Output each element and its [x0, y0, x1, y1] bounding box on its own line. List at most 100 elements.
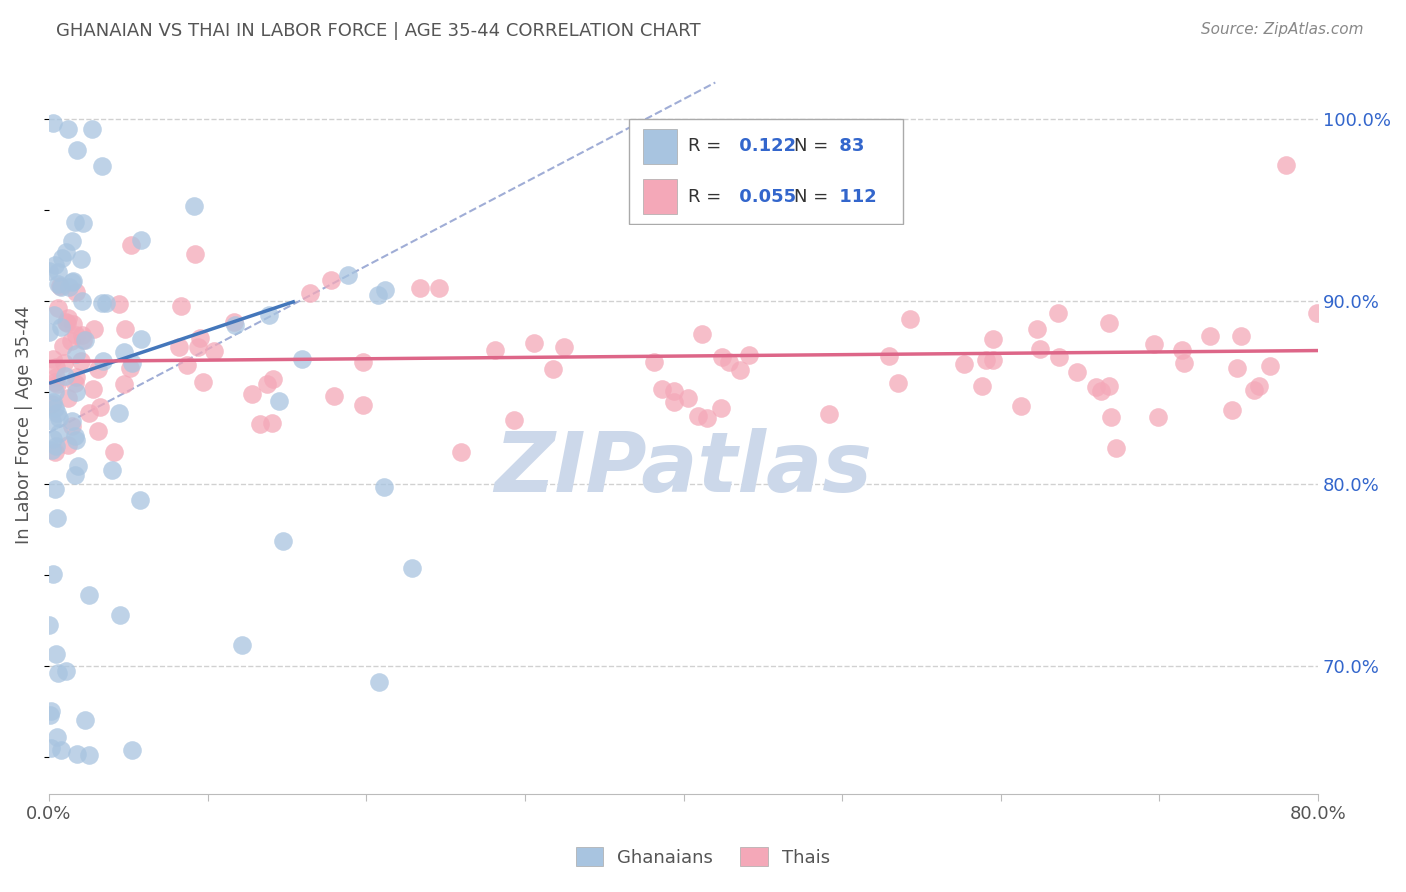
Point [41, 704, 63, 718]
Point [176, 358, 198, 372]
Point [450, 444, 472, 458]
Point [129, 233, 152, 247]
Point [373, 480, 395, 494]
Point [66, 143, 89, 157]
Point [53, 356, 76, 370]
Point [367, 675, 389, 690]
Point [39, 740, 62, 755]
Point [65, 385, 87, 400]
Point [79, 588, 101, 602]
Point [817, 407, 839, 421]
Point [49, 319, 72, 334]
Point [1098, 316, 1121, 330]
Point [1143, 337, 1166, 351]
Point [48, 426, 70, 441]
Point [52, 339, 75, 353]
Point [121, 743, 143, 757]
Point [1173, 356, 1195, 370]
Point [56, 438, 79, 452]
Point [51, 252, 73, 266]
Point [108, 406, 131, 420]
Point [42, 352, 65, 367]
Point [112, 377, 135, 392]
Point [103, 445, 125, 459]
Point [502, 413, 524, 427]
Point [48, 665, 70, 680]
Point [662, 395, 685, 409]
Point [877, 350, 900, 364]
Point [1220, 402, 1243, 417]
Point [170, 299, 193, 313]
Point [664, 384, 686, 399]
Point [112, 344, 135, 359]
Point [77, 407, 100, 421]
Point [1199, 329, 1222, 343]
Point [222, 315, 245, 329]
Point [55, 665, 77, 679]
Point [1146, 410, 1168, 425]
Point [45, 648, 67, 662]
Point [898, 312, 921, 326]
Point [1010, 399, 1032, 413]
Point [46, 406, 69, 420]
Point [79, 747, 101, 762]
Point [87, 361, 110, 376]
Point [49, 743, 72, 757]
Point [58, 280, 80, 294]
Point [56, 121, 79, 136]
Text: Source: ZipAtlas.com: Source: ZipAtlas.com [1201, 22, 1364, 37]
Point [676, 391, 699, 405]
Point [101, 463, 124, 477]
Point [42, 116, 65, 130]
Point [974, 353, 997, 368]
Point [65, 429, 87, 443]
Point [44, 401, 66, 415]
Point [1047, 306, 1070, 320]
Point [686, 409, 709, 424]
Point [80, 121, 103, 136]
Point [65, 369, 87, 384]
Point [41, 442, 63, 457]
Text: GHANAIAN VS THAI IN LABOR FORCE | AGE 35-44 CORRELATION CHART: GHANAIAN VS THAI IN LABOR FORCE | AGE 35… [56, 22, 700, 40]
Point [1275, 157, 1298, 171]
Point [38, 325, 60, 339]
Point [981, 332, 1004, 346]
Point [66, 458, 89, 473]
Point [46, 277, 69, 292]
Point [55, 244, 77, 259]
Point [183, 247, 205, 261]
Point [553, 340, 575, 354]
Point [970, 379, 993, 393]
Point [1229, 328, 1251, 343]
Point [72, 216, 94, 230]
Point [352, 398, 374, 412]
Point [323, 389, 346, 403]
Point [46, 511, 69, 525]
Point [319, 273, 342, 287]
Point [60, 276, 83, 290]
Point [1258, 359, 1281, 373]
Point [1085, 380, 1108, 394]
Point [45, 359, 67, 374]
Point [260, 417, 283, 431]
Point [249, 417, 271, 431]
Point [38, 264, 60, 278]
Point [484, 343, 506, 358]
Point [108, 297, 131, 311]
Point [643, 355, 665, 369]
Point [82, 382, 104, 396]
Point [75, 334, 97, 348]
Point [271, 534, 294, 549]
Point [42, 432, 65, 446]
Point [1099, 410, 1122, 425]
Point [62, 274, 84, 288]
Point [1025, 321, 1047, 335]
Point [1226, 360, 1249, 375]
Point [1247, 379, 1270, 393]
Point [190, 331, 212, 345]
Point [63, 215, 86, 229]
Point [887, 376, 910, 391]
Point [91, 160, 114, 174]
Point [58, 311, 80, 326]
Point [90, 296, 112, 310]
